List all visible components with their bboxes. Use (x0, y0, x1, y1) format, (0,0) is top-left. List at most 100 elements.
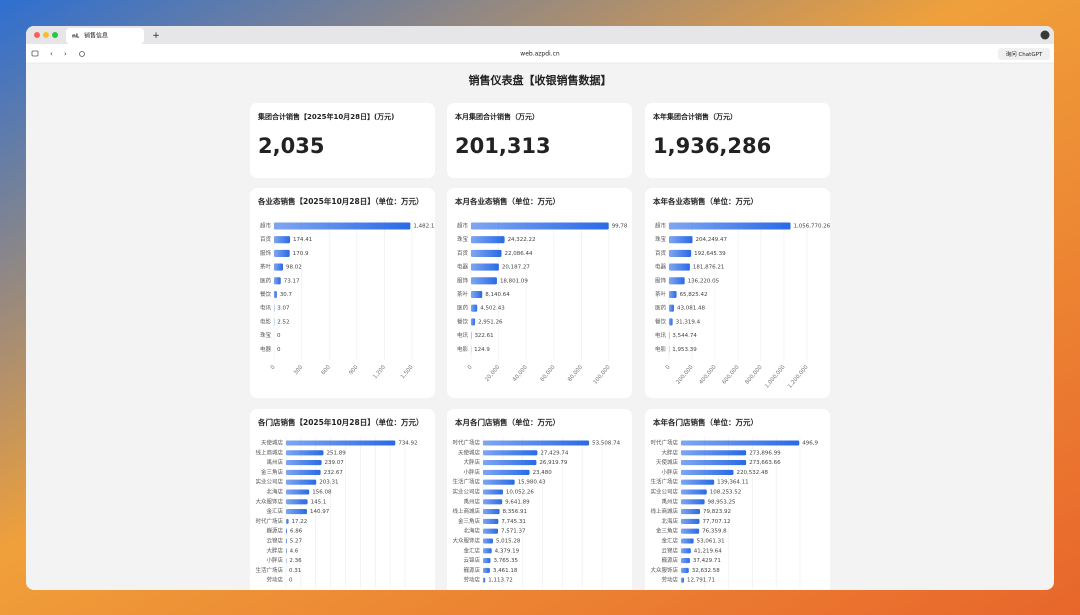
category-label: 金三角店 (261, 468, 284, 476)
x-tick-label: 900 (348, 364, 360, 376)
value-label: 496,9 (802, 441, 818, 447)
bar (274, 263, 284, 271)
category-label: 时代广场店 (452, 439, 480, 447)
value-label: 22,086.44 (504, 251, 532, 257)
value-label: 98.02 (286, 265, 302, 271)
category-label: 电影 (260, 317, 272, 325)
value-label: 203.31 (319, 480, 338, 486)
category-label: 大众服饰店 (255, 497, 283, 505)
category-label: 珠宝 (260, 331, 272, 339)
value-label: 9,641.89 (505, 499, 530, 505)
url[interactable]: web.azpdi.cn (520, 51, 560, 58)
bar (681, 577, 685, 583)
bar (681, 548, 691, 554)
category-label: 天使城店 (656, 458, 679, 466)
category-label: 金汇店 (463, 546, 480, 554)
bar (681, 460, 747, 466)
bar (274, 277, 281, 285)
value-label: 232.67 (324, 470, 344, 476)
value-label: 8,140.64 (485, 292, 510, 298)
bar (286, 469, 321, 475)
value-label: 1,953.39 (672, 347, 697, 353)
ask-button[interactable]: 询问 ChatGPT (1006, 50, 1043, 58)
value-label: 108,253.52 (710, 490, 742, 496)
bar (681, 528, 700, 534)
zoom-button[interactable] (52, 32, 58, 38)
bar (681, 538, 694, 544)
bar (669, 249, 692, 257)
value-label: 37,429.71 (693, 558, 721, 564)
chart-card: 本月各门店销售（单位：万元） 时代广场店 53,508.74 天使城店 27,429.7… (447, 409, 632, 590)
category-label: 茶叶 (457, 290, 469, 298)
category-label: 餐饮 (655, 317, 667, 325)
back-button[interactable]: ‹ (50, 50, 53, 58)
chart-card: 本年各业态销售（单位：万元）0 200,000 400,000 600,000 800,… (645, 188, 830, 398)
card-bg (447, 409, 632, 590)
bar (471, 318, 476, 326)
bar (483, 440, 590, 446)
category-label: 医药 (457, 304, 469, 312)
value-label: 32,632.58 (692, 568, 720, 574)
bar (681, 509, 700, 515)
category-label: 北海店 (266, 488, 283, 496)
bar (286, 509, 307, 515)
chart-grid: 各业态销售【2025年10月28日】（单位：万元）0 300 600 900 1,200… (250, 188, 830, 590)
bar (681, 489, 707, 495)
browser-window: nL 销售信息 + ‹ › web.azpdi.cn 询问 ChatGPT 销售… (26, 26, 1054, 590)
value-label: 53,061.31 (697, 539, 725, 545)
bar (483, 577, 486, 583)
bar (669, 318, 673, 326)
close-button[interactable] (34, 32, 40, 38)
category-label: 时代广场店 (255, 517, 283, 525)
chart-title: 各业态销售【2025年10月28日】（单位：万元） (257, 196, 424, 206)
bar (483, 518, 499, 524)
value-label: 204,249.47 (695, 237, 727, 243)
value-label: 0 (277, 333, 281, 339)
bar (483, 450, 538, 456)
category-label: 茶叶 (260, 263, 272, 271)
card-bg (250, 409, 435, 590)
sidebar-button[interactable] (31, 50, 39, 57)
category-label: 实业公司店 (452, 488, 480, 496)
category-label: 天使城店 (261, 439, 284, 447)
bar (483, 479, 515, 485)
active-tab[interactable] (66, 28, 144, 44)
forward-button[interactable]: › (64, 50, 67, 58)
value-label: 1,482.1 (413, 224, 434, 230)
value-label: 43,081.48 (677, 306, 705, 312)
category-label: 北海店 (661, 517, 678, 525)
value-label: 30.7 (280, 292, 293, 298)
category-label: 大众服饰店 (650, 566, 678, 574)
bar (471, 304, 478, 312)
value-label: 3.07 (277, 306, 290, 312)
value-label: 145.1 (311, 499, 327, 505)
bar (274, 290, 277, 299)
value-label: 23,480 (533, 470, 553, 476)
category-label: 服饰 (260, 249, 272, 257)
kpi-card (447, 103, 632, 178)
category-label: 电讯 (260, 304, 272, 312)
new-tab[interactable]: + (152, 31, 160, 41)
category-label: 北海店 (463, 527, 480, 535)
value-label: 73.17 (284, 278, 300, 284)
ask-button-bg[interactable] (998, 48, 1050, 60)
bar (669, 304, 674, 312)
category-label: 巍源店 (661, 556, 678, 564)
value-label: 17.22 (292, 519, 308, 525)
category-label: 金三角店 (656, 527, 679, 535)
category-label: 小胖店 (661, 468, 678, 476)
kpi-label: 集团合计销售【2025年10月28日】(万元) (257, 112, 394, 121)
profile-avatar[interactable] (1040, 30, 1050, 40)
category-label: 电器 (655, 263, 667, 271)
category-label: 线上商城店 (452, 507, 480, 515)
value-label: 76,359.8 (702, 529, 727, 535)
value-label: 7,745.31 (501, 519, 526, 525)
bar (483, 499, 503, 505)
category-label: 百货 (655, 249, 667, 257)
bar (681, 450, 747, 456)
category-label: 生活广场店 (650, 478, 678, 486)
category-label: 大胖店 (266, 546, 283, 554)
reload-button[interactable] (79, 51, 85, 57)
minimize-button[interactable] (43, 32, 49, 38)
category-label: 电器 (457, 263, 469, 271)
